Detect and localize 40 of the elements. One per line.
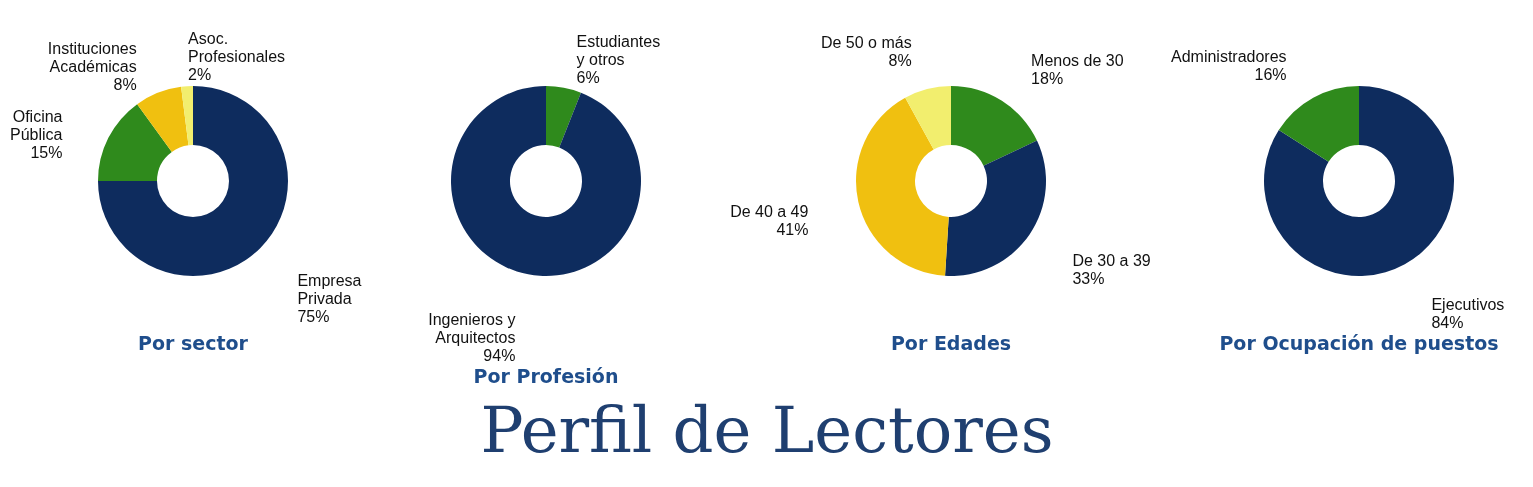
slice-label: Ingenieros y Arquitectos — [427, 311, 515, 347]
data-label: 15% — [29, 143, 62, 161]
data-label: 8% — [888, 52, 912, 70]
data-label: 84% — [1430, 314, 1463, 332]
data-label: 94% — [482, 347, 515, 365]
donut-slice — [950, 86, 1037, 166]
slice-label: Oficina Pública — [9, 107, 63, 143]
slice-label: Asoc. Profesionales — [187, 30, 285, 66]
donut-slice — [545, 86, 581, 148]
slice-label: De 30 a 39 — [1071, 251, 1151, 269]
data-label: 6% — [576, 68, 600, 86]
donut-slice — [136, 86, 188, 152]
donut-slice — [97, 104, 172, 181]
slice-label: De 40 a 49 — [729, 202, 809, 220]
data-label: 33% — [1071, 269, 1104, 287]
slice-label: Estudiantes y otros — [576, 32, 660, 68]
donut-slice — [1278, 86, 1359, 162]
slice-label: De 50 o más — [820, 34, 912, 52]
slice-label: Menos de 30 — [1030, 52, 1124, 70]
slice-label: Empresa Privada — [296, 272, 362, 308]
data-label: 8% — [113, 75, 137, 93]
slice-label: Ejecutivos — [1430, 296, 1504, 314]
donut-slice — [855, 97, 949, 276]
slice-label: Administradores — [1170, 47, 1287, 65]
text: Por sector — [137, 332, 249, 354]
data-label: 41% — [775, 220, 808, 238]
data-label: 16% — [1254, 65, 1287, 83]
data-label: 75% — [296, 308, 329, 326]
data-label: 2% — [187, 66, 211, 84]
text: Por Edades — [890, 332, 1011, 354]
data-label: 18% — [1030, 70, 1063, 88]
donut-slice — [904, 86, 951, 150]
text: Perfil de Lectores — [479, 393, 1054, 467]
slice-label: Instituciones Académicas — [47, 39, 137, 75]
text: Por Profesión — [473, 365, 618, 388]
donut-slice — [450, 86, 641, 276]
text: Por Ocupación de puestos — [1218, 332, 1499, 355]
donut-slice — [944, 140, 1046, 276]
donut-slice — [1263, 86, 1454, 276]
donut-slice — [180, 86, 193, 146]
